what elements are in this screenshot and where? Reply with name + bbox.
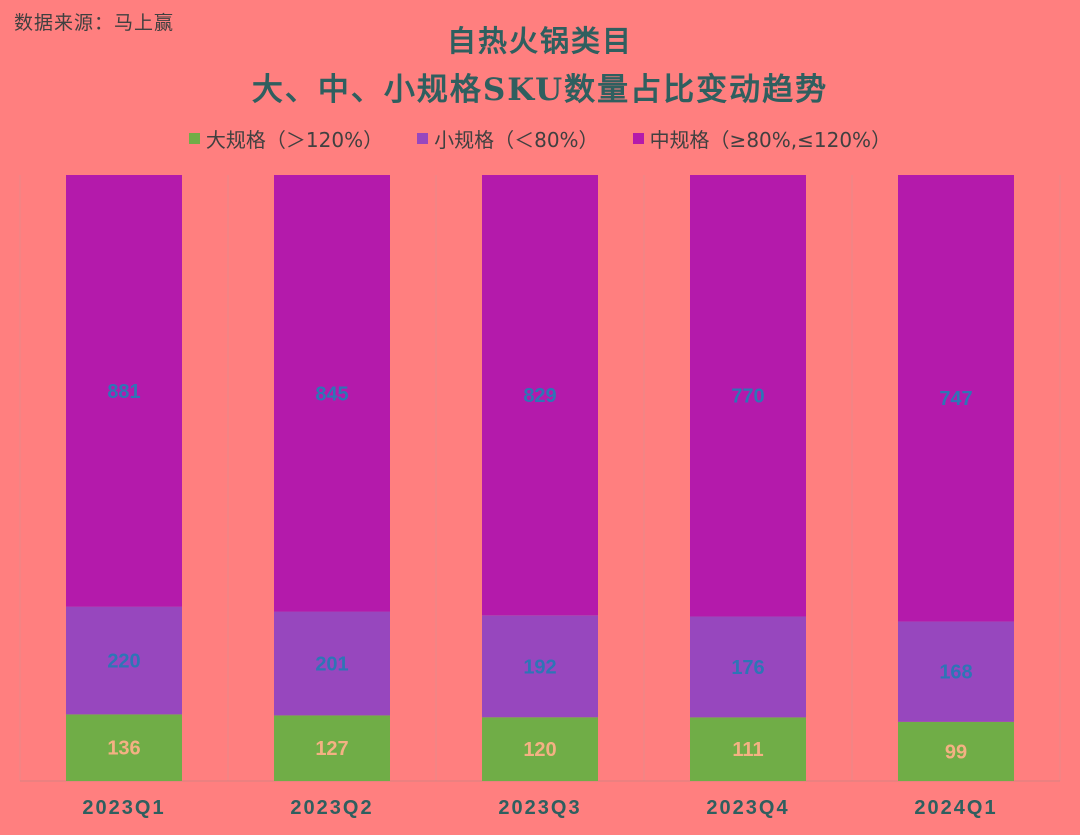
bar-segment-large [482,717,598,781]
data-label-medium: 845 [315,383,348,405]
bar-segment-small [482,615,598,718]
bar-segment-medium [274,175,390,612]
bar-segment-small [898,621,1014,722]
chart-subtitle: 大、中、小规格SKU数量占比变动趋势 [251,72,829,108]
data-label-small: 201 [315,653,348,675]
data-label-large: 120 [523,739,556,761]
x-tick-label: 2023Q4 [706,797,789,819]
data-label-small: 192 [523,656,556,678]
data-source-label: 数据来源：马上赢 [14,12,175,34]
legend-item-large: 大规格（＞120%） [188,124,384,153]
bar-segment-large [66,714,182,781]
x-tick-label: 2023Q1 [82,797,165,819]
bar-segment-small [274,611,390,716]
legend-label-large: 大规格（＞120%） [205,128,384,152]
legend-item-medium: 中规格（≥80%,≤120%） [632,124,892,153]
legend-swatch-large [188,133,200,144]
data-label-medium: 770 [731,386,764,408]
data-label-large: 127 [315,738,348,760]
data-label-small: 176 [731,657,764,679]
bar-segment-small [66,606,182,715]
chart-legend: 大规格（＞120%） 小规格（＜80%） 中规格（≥80%,≤120%） [0,124,1080,153]
bar-segment-medium [66,175,182,607]
legend-label-small: 小规格（＜80%） [434,128,599,152]
legend-item-small: 小规格（＜80%） [417,124,599,153]
data-label-small: 168 [939,662,972,684]
bar-segment-large [274,715,390,781]
data-label-large: 111 [732,739,763,761]
legend-label-medium: 中规格（≥80%,≤120%） [649,128,892,152]
legend-swatch-medium [632,133,644,144]
x-tick-label: 2023Q2 [290,797,373,819]
bar-segment-medium [482,175,598,616]
bar-segment-medium [898,175,1014,622]
chart-title: 自热火锅类目 [446,24,633,58]
data-label-medium: 747 [939,388,972,410]
data-label-medium: 881 [107,381,140,403]
data-label-large: 99 [945,741,967,763]
bar-segment-small [690,616,806,718]
data-label-large: 136 [107,738,140,760]
legend-swatch-small [417,133,429,144]
data-label-medium: 829 [523,385,556,407]
bar-segment-large [690,717,806,781]
data-label-small: 220 [107,650,140,672]
x-tick-label: 2024Q1 [914,797,997,819]
bar-segment-medium [690,175,806,617]
x-tick-label: 2023Q3 [498,797,581,819]
bar-segment-large [898,721,1014,781]
